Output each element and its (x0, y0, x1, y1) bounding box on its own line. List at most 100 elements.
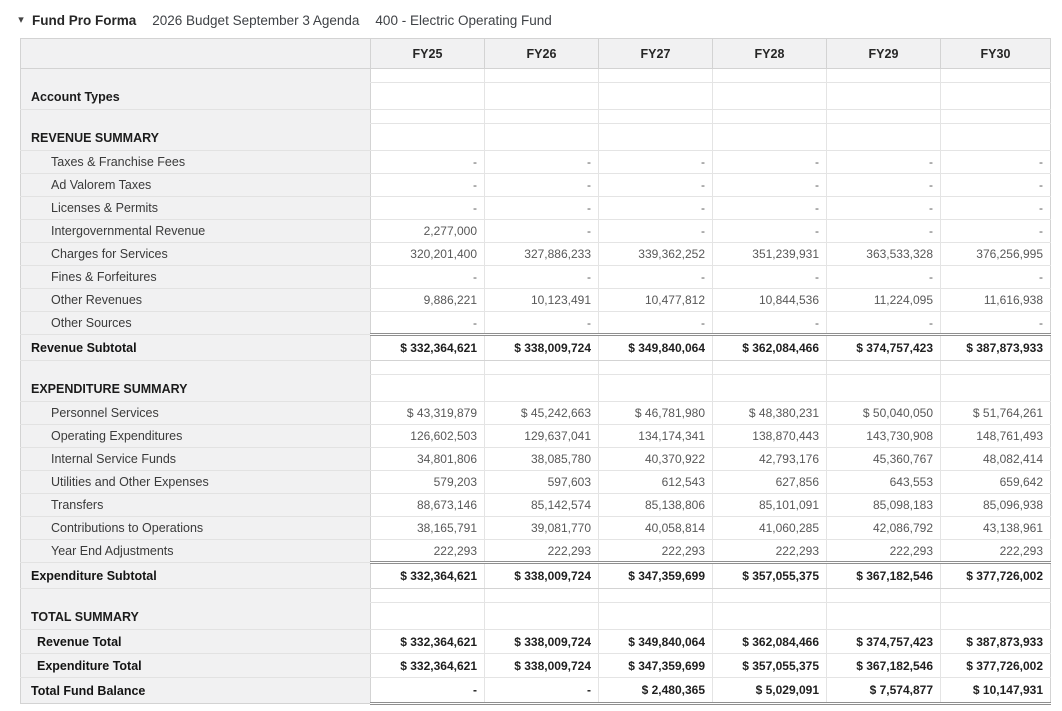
value-cell-fy29[interactable]: 85,098,183 (826, 493, 941, 517)
value-cell-fy26[interactable]: 38,085,780 (484, 447, 599, 471)
value-cell-fy28[interactable]: - (712, 150, 827, 174)
value-cell-fy28[interactable]: 41,060,285 (712, 516, 827, 540)
value-cell-fy26[interactable]: - (484, 219, 599, 243)
value-cell-fy26[interactable]: 129,637,041 (484, 424, 599, 448)
value-cell-fy28[interactable]: 222,293 (712, 539, 827, 563)
value-cell-fy30[interactable]: - (940, 173, 1051, 197)
value-cell-fy25[interactable]: - (370, 311, 485, 335)
value-cell-fy30[interactable]: 659,642 (940, 470, 1051, 494)
value-cell-fy28[interactable]: $ 362,084,466 (712, 629, 827, 654)
value-cell-fy26[interactable]: 597,603 (484, 470, 599, 494)
value-cell-fy28[interactable]: - (712, 219, 827, 243)
value-cell-fy28[interactable]: $ 357,055,375 (712, 653, 827, 678)
value-cell-fy29[interactable]: $ 374,757,423 (826, 333, 941, 361)
value-cell-fy28[interactable]: $ 357,055,375 (712, 561, 827, 589)
value-cell-fy30[interactable]: $ 377,726,002 (940, 653, 1051, 678)
value-cell-fy26[interactable]: - (484, 173, 599, 197)
value-cell-fy27[interactable]: $ 46,781,980 (598, 401, 713, 425)
value-cell-fy29[interactable]: 11,224,095 (826, 288, 941, 312)
value-cell-fy26[interactable]: 10,123,491 (484, 288, 599, 312)
value-cell-fy28[interactable]: $ 362,084,466 (712, 333, 827, 361)
value-cell-fy29[interactable]: 42,086,792 (826, 516, 941, 540)
value-cell-fy25[interactable]: 579,203 (370, 470, 485, 494)
value-cell-fy26[interactable]: 327,886,233 (484, 242, 599, 266)
value-cell-fy27[interactable]: - (598, 311, 713, 335)
value-cell-fy25[interactable]: - (370, 265, 485, 289)
value-cell-fy26[interactable]: - (484, 311, 599, 335)
value-cell-fy30[interactable]: - (940, 311, 1051, 335)
value-cell-fy27[interactable]: $ 347,359,699 (598, 653, 713, 678)
value-cell-fy28[interactable]: $ 5,029,091 (712, 677, 827, 705)
value-cell-fy28[interactable]: - (712, 173, 827, 197)
value-cell-fy28[interactable]: 351,239,931 (712, 242, 827, 266)
value-cell-fy26[interactable]: $ 338,009,724 (484, 561, 599, 589)
value-cell-fy29[interactable]: - (826, 150, 941, 174)
value-cell-fy26[interactable]: $ 338,009,724 (484, 629, 599, 654)
value-cell-fy26[interactable]: $ 338,009,724 (484, 653, 599, 678)
value-cell-fy30[interactable]: - (940, 265, 1051, 289)
value-cell-fy27[interactable]: - (598, 196, 713, 220)
value-cell-fy27[interactable]: 85,138,806 (598, 493, 713, 517)
value-cell-fy29[interactable]: - (826, 265, 941, 289)
value-cell-fy25[interactable]: $ 332,364,621 (370, 561, 485, 589)
value-cell-fy30[interactable]: $ 51,764,261 (940, 401, 1051, 425)
value-cell-fy28[interactable]: $ 48,380,231 (712, 401, 827, 425)
value-cell-fy29[interactable]: 222,293 (826, 539, 941, 563)
value-cell-fy27[interactable]: $ 349,840,064 (598, 333, 713, 361)
value-cell-fy25[interactable]: - (370, 677, 485, 705)
value-cell-fy25[interactable]: 2,277,000 (370, 219, 485, 243)
value-cell-fy30[interactable]: $ 377,726,002 (940, 561, 1051, 589)
value-cell-fy26[interactable]: - (484, 150, 599, 174)
value-cell-fy25[interactable]: 320,201,400 (370, 242, 485, 266)
value-cell-fy29[interactable]: - (826, 173, 941, 197)
value-cell-fy29[interactable]: 45,360,767 (826, 447, 941, 471)
value-cell-fy29[interactable]: - (826, 196, 941, 220)
value-cell-fy30[interactable]: 85,096,938 (940, 493, 1051, 517)
value-cell-fy25[interactable]: 222,293 (370, 539, 485, 563)
value-cell-fy30[interactable]: 148,761,493 (940, 424, 1051, 448)
value-cell-fy28[interactable]: 627,856 (712, 470, 827, 494)
value-cell-fy29[interactable]: $ 367,182,546 (826, 653, 941, 678)
value-cell-fy27[interactable]: 612,543 (598, 470, 713, 494)
value-cell-fy26[interactable]: 222,293 (484, 539, 599, 563)
value-cell-fy30[interactable]: 43,138,961 (940, 516, 1051, 540)
value-cell-fy27[interactable]: - (598, 150, 713, 174)
value-cell-fy27[interactable]: 40,058,814 (598, 516, 713, 540)
value-cell-fy26[interactable]: 39,081,770 (484, 516, 599, 540)
value-cell-fy28[interactable]: 10,844,536 (712, 288, 827, 312)
value-cell-fy26[interactable]: - (484, 677, 599, 705)
value-cell-fy29[interactable]: $ 7,574,877 (826, 677, 941, 705)
value-cell-fy27[interactable]: 40,370,922 (598, 447, 713, 471)
value-cell-fy29[interactable]: 363,533,328 (826, 242, 941, 266)
value-cell-fy30[interactable]: $ 10,147,931 (940, 677, 1051, 705)
value-cell-fy25[interactable]: - (370, 150, 485, 174)
value-cell-fy26[interactable]: - (484, 265, 599, 289)
value-cell-fy29[interactable]: 143,730,908 (826, 424, 941, 448)
value-cell-fy25[interactable]: $ 332,364,621 (370, 629, 485, 654)
value-cell-fy27[interactable]: - (598, 265, 713, 289)
value-cell-fy27[interactable]: - (598, 219, 713, 243)
value-cell-fy25[interactable]: - (370, 173, 485, 197)
value-cell-fy30[interactable]: - (940, 150, 1051, 174)
value-cell-fy29[interactable]: $ 50,040,050 (826, 401, 941, 425)
value-cell-fy25[interactable]: 9,886,221 (370, 288, 485, 312)
value-cell-fy29[interactable]: $ 374,757,423 (826, 629, 941, 654)
value-cell-fy29[interactable]: $ 367,182,546 (826, 561, 941, 589)
value-cell-fy27[interactable]: 222,293 (598, 539, 713, 563)
value-cell-fy26[interactable]: - (484, 196, 599, 220)
value-cell-fy27[interactable]: $ 347,359,699 (598, 561, 713, 589)
value-cell-fy25[interactable]: $ 332,364,621 (370, 333, 485, 361)
value-cell-fy30[interactable]: $ 387,873,933 (940, 629, 1051, 654)
value-cell-fy28[interactable]: - (712, 196, 827, 220)
value-cell-fy30[interactable]: 48,082,414 (940, 447, 1051, 471)
value-cell-fy29[interactable]: - (826, 219, 941, 243)
value-cell-fy27[interactable]: 10,477,812 (598, 288, 713, 312)
value-cell-fy27[interactable]: $ 349,840,064 (598, 629, 713, 654)
value-cell-fy28[interactable]: - (712, 311, 827, 335)
value-cell-fy28[interactable]: 138,870,443 (712, 424, 827, 448)
value-cell-fy25[interactable]: 34,801,806 (370, 447, 485, 471)
value-cell-fy25[interactable]: - (370, 196, 485, 220)
value-cell-fy26[interactable]: $ 338,009,724 (484, 333, 599, 361)
value-cell-fy27[interactable]: - (598, 173, 713, 197)
value-cell-fy28[interactable]: 85,101,091 (712, 493, 827, 517)
